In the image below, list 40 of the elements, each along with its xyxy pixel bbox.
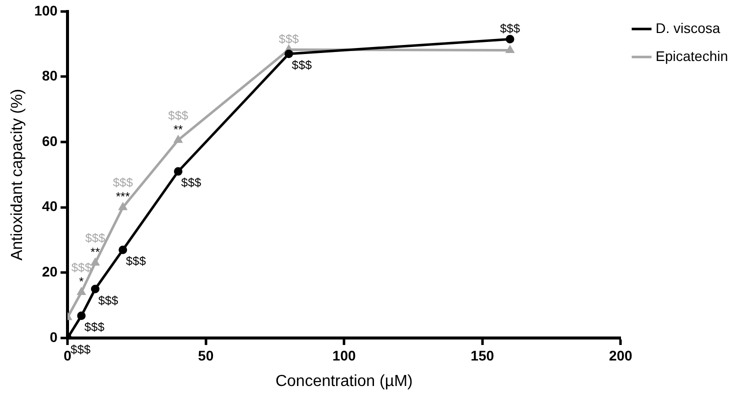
- point: [77, 312, 86, 320]
- annotation: $$$: [85, 231, 106, 246]
- x-axis-title: Concentration (µM): [275, 372, 413, 390]
- annotation: $$$: [98, 293, 119, 308]
- legend-label: D. viscosa: [656, 20, 720, 36]
- annotation: $$$: [168, 108, 189, 122]
- annotation: **: [90, 245, 100, 260]
- point: [119, 203, 127, 210]
- x-tick-label: 150: [470, 347, 494, 364]
- y-tick-label: 20: [42, 264, 58, 280]
- point: [174, 167, 182, 176]
- annotation: *: [79, 274, 84, 289]
- y-tick-label: 80: [42, 68, 58, 84]
- x-tick-label: 200: [608, 347, 633, 364]
- annotation: $$$: [292, 58, 312, 72]
- point: [91, 258, 100, 266]
- annotation: $$$: [126, 254, 146, 268]
- annotation: $$$: [500, 21, 520, 36]
- x-tick-label: 0: [64, 347, 72, 364]
- annotation: **: [174, 122, 184, 136]
- annotation: $$$: [112, 176, 134, 190]
- y-tick-label: 60: [42, 132, 58, 149]
- annotation: $$$: [84, 320, 105, 334]
- legend-label: Epicatechin: [656, 48, 728, 64]
- annotation: $$$: [70, 342, 91, 356]
- point: [90, 284, 100, 294]
- y-tick-label: 100: [34, 2, 58, 18]
- annotation: $$$: [71, 260, 92, 275]
- point: [174, 136, 182, 143]
- point: [284, 50, 294, 58]
- annotation: $$$: [278, 32, 300, 46]
- x-tick-label: 50: [198, 347, 214, 364]
- annotation: ***: [116, 190, 130, 204]
- point: [118, 246, 128, 254]
- y-axis-title: Antioxidant capacity (%): [9, 88, 26, 261]
- y-tick-label: 0: [50, 328, 58, 345]
- x-tick-label: 100: [332, 347, 356, 364]
- y-tick-label: 40: [42, 198, 58, 214]
- point: [506, 34, 514, 44]
- annotation: $$$: [181, 176, 202, 190]
